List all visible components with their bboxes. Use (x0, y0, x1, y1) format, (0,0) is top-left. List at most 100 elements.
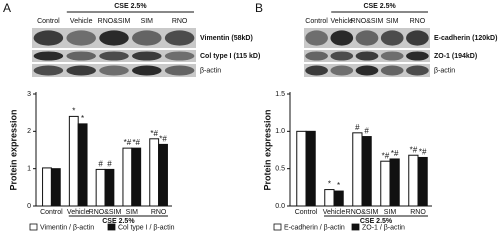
bar (305, 130, 316, 207)
significance-marker: * (337, 181, 340, 190)
significance-marker: * (81, 114, 84, 123)
significance-marker: *# (150, 129, 158, 138)
band-label: β-actin (434, 67, 455, 74)
significance-marker: *# (419, 148, 427, 157)
legend-label: Col type I / β-actin (118, 224, 175, 231)
lane-label: RNO (410, 18, 426, 25)
blot-band (330, 65, 354, 76)
blot-band (66, 30, 96, 46)
blot-band (132, 30, 162, 46)
blot-band (99, 30, 129, 46)
y-tick-label: 0.0 (275, 203, 285, 210)
blot-group-label: CSE 2.5% (363, 3, 396, 10)
significance-marker: # (364, 127, 369, 136)
bar (42, 167, 52, 207)
blot-band (66, 65, 96, 76)
lane-label: RNO&SIM (351, 18, 384, 25)
lane-label: RNO (172, 18, 188, 25)
blot-band (132, 65, 162, 76)
blot-band (406, 30, 429, 46)
blot-band (355, 30, 379, 46)
x-group-label: CSE 2.5% (360, 218, 393, 225)
significance-marker: *# (132, 138, 140, 147)
band-label: β-actin (200, 67, 221, 74)
bar (417, 156, 428, 207)
lane-label: Vehicle (70, 18, 93, 25)
bar (95, 168, 106, 207)
y-axis-label: Protein expression (262, 109, 272, 190)
bar (352, 132, 363, 207)
y-tick-label: 3 (27, 91, 31, 98)
legend-swatch (351, 223, 360, 231)
blot-band (305, 65, 328, 76)
x-tick-label: RNO&SIM (89, 209, 122, 216)
lane-label: Control (305, 18, 328, 25)
blot-group-label: CSE 2.5% (114, 3, 147, 10)
blot-band (380, 51, 404, 61)
band-label: ZO-1 (194kD) (434, 53, 477, 60)
significance-marker: *# (159, 135, 167, 144)
panel-letter: A (3, 1, 11, 15)
legend-swatch (29, 223, 38, 231)
lane-label: SIM (141, 18, 154, 25)
significance-marker: # (98, 160, 103, 169)
significance-marker: *# (410, 145, 418, 154)
blot-band (406, 51, 429, 61)
lane-label: SIM (386, 18, 399, 25)
significance-marker: *# (391, 149, 399, 158)
bar (158, 143, 168, 207)
y-tick-label: 1.5 (275, 91, 285, 98)
figure: A CSE 2.5%Control Vehicle RNO&SIM SIM RNOVime… (3, 1, 497, 231)
significance-marker: # (355, 123, 360, 132)
blot-band (66, 51, 96, 61)
bar (361, 136, 372, 207)
lane-label: Control (37, 18, 60, 25)
blot-band (406, 65, 429, 76)
blot-band (33, 65, 64, 76)
blot-band (380, 30, 404, 46)
bar (104, 168, 115, 207)
bar (149, 138, 160, 207)
lane-label: Vehicle (331, 18, 354, 25)
bar (296, 130, 307, 207)
significance-marker: * (328, 180, 331, 189)
blot-band (305, 51, 328, 61)
x-tick-label: RNO (151, 209, 167, 216)
y-tick-label: 1 (27, 166, 31, 173)
blot-band (330, 51, 354, 61)
bar (68, 115, 79, 207)
x-tick-label: RNO (410, 209, 426, 216)
x-tick-label: RNO&SIM (346, 209, 379, 216)
blot-band (33, 30, 64, 46)
blot-band (355, 65, 379, 76)
y-tick-label: 0 (27, 203, 31, 210)
x-tick-label: Control (295, 209, 318, 216)
bar (389, 158, 400, 207)
blot-band (164, 51, 195, 61)
legend-label: ZO-1 / β-actin (362, 224, 405, 231)
bar (380, 160, 391, 207)
blot-band (164, 65, 195, 76)
x-group-label: CSE 2.5% (102, 218, 135, 225)
blot-band (164, 30, 195, 46)
significance-marker: * (72, 107, 75, 116)
bar (77, 123, 88, 207)
bar (324, 189, 335, 207)
y-tick-label: 0.5 (275, 166, 285, 173)
bar (333, 190, 344, 207)
blot-band (132, 51, 162, 61)
significance-marker: # (107, 160, 112, 169)
bar (131, 147, 142, 207)
panel: A CSE 2.5% Control Vehicle RNO&SIM SIM RNO Vime… (3, 1, 260, 231)
y-tick-label: 1.0 (275, 128, 285, 135)
band-label: Vimentin (58kD) (200, 35, 253, 42)
significance-marker: *# (124, 138, 132, 147)
y-axis-label: Protein expression (8, 109, 18, 190)
legend-swatch (107, 223, 116, 231)
blot-band (99, 51, 129, 61)
x-tick-label: SIM (384, 209, 397, 216)
blot-band (99, 65, 129, 76)
blot-band (305, 30, 328, 46)
legend-label: Vimentin / β-actin (40, 224, 94, 231)
